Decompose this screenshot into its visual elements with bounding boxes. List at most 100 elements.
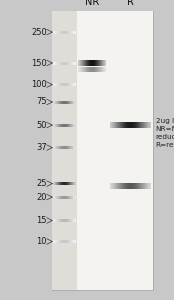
Bar bbox=[103, 60, 104, 66]
Bar bbox=[56, 196, 57, 199]
Bar bbox=[146, 183, 147, 189]
Bar bbox=[58, 182, 59, 185]
Bar bbox=[135, 122, 136, 128]
Bar bbox=[117, 122, 118, 128]
Bar bbox=[70, 31, 71, 34]
Text: 37: 37 bbox=[36, 143, 47, 152]
Text: 75: 75 bbox=[36, 98, 47, 106]
Bar bbox=[67, 182, 68, 185]
Bar bbox=[143, 122, 144, 128]
Text: NR: NR bbox=[85, 0, 99, 7]
Bar bbox=[68, 61, 69, 64]
Bar bbox=[75, 196, 76, 199]
Bar bbox=[84, 67, 85, 72]
Bar bbox=[73, 240, 74, 243]
Bar bbox=[58, 61, 59, 64]
Bar bbox=[70, 83, 71, 86]
Bar bbox=[53, 83, 54, 86]
Bar bbox=[67, 31, 68, 34]
Bar bbox=[116, 183, 117, 189]
Bar bbox=[64, 219, 65, 222]
Bar bbox=[59, 219, 60, 222]
Bar bbox=[103, 67, 104, 72]
Bar bbox=[89, 60, 90, 66]
Bar bbox=[70, 124, 71, 127]
Bar bbox=[144, 122, 145, 128]
Bar bbox=[64, 83, 65, 86]
Bar bbox=[80, 60, 81, 66]
Bar bbox=[53, 182, 54, 185]
Bar bbox=[92, 67, 93, 72]
Bar bbox=[127, 122, 128, 128]
Bar bbox=[55, 219, 56, 222]
Bar bbox=[149, 122, 150, 128]
Bar bbox=[105, 60, 106, 66]
Bar bbox=[64, 182, 65, 185]
Bar bbox=[120, 183, 121, 189]
Bar bbox=[60, 83, 61, 86]
Bar bbox=[63, 219, 64, 222]
Bar bbox=[58, 146, 59, 149]
Text: 25: 25 bbox=[37, 179, 47, 188]
Bar bbox=[54, 182, 55, 185]
Bar bbox=[61, 31, 62, 34]
Bar bbox=[69, 61, 70, 64]
Bar bbox=[141, 122, 142, 128]
Bar bbox=[57, 83, 58, 86]
Bar bbox=[131, 122, 132, 128]
Text: 250: 250 bbox=[31, 28, 47, 37]
Bar bbox=[130, 122, 131, 128]
Bar bbox=[75, 100, 76, 103]
Bar bbox=[55, 182, 56, 185]
Bar bbox=[57, 100, 58, 103]
Bar bbox=[66, 124, 67, 127]
Bar bbox=[71, 100, 72, 103]
Bar bbox=[71, 146, 72, 149]
Bar bbox=[71, 31, 72, 34]
Bar bbox=[54, 61, 55, 64]
Bar bbox=[129, 122, 130, 128]
Bar bbox=[53, 61, 54, 64]
Bar bbox=[74, 182, 75, 185]
Bar bbox=[72, 61, 73, 64]
Bar bbox=[52, 11, 77, 290]
Bar bbox=[134, 183, 135, 189]
Bar bbox=[73, 100, 74, 103]
Bar bbox=[65, 100, 66, 103]
Bar bbox=[73, 219, 74, 222]
Bar bbox=[87, 67, 88, 72]
Bar bbox=[95, 60, 96, 66]
Bar bbox=[82, 67, 83, 72]
Bar bbox=[68, 100, 69, 103]
Bar bbox=[94, 67, 95, 72]
Bar bbox=[68, 240, 69, 243]
Bar bbox=[62, 124, 63, 127]
Bar bbox=[86, 60, 87, 66]
Bar bbox=[150, 183, 151, 189]
Bar bbox=[62, 100, 63, 103]
Bar bbox=[54, 31, 55, 34]
Bar bbox=[72, 83, 73, 86]
Bar bbox=[61, 219, 62, 222]
Bar bbox=[65, 240, 66, 243]
Bar bbox=[69, 182, 70, 185]
Bar bbox=[74, 124, 75, 127]
Bar bbox=[132, 122, 133, 128]
Bar bbox=[58, 196, 59, 199]
Bar bbox=[70, 61, 71, 64]
Bar bbox=[60, 219, 61, 222]
Bar bbox=[141, 183, 142, 189]
Bar bbox=[66, 146, 67, 149]
Bar bbox=[56, 61, 57, 64]
Bar bbox=[59, 31, 60, 34]
Bar bbox=[121, 183, 122, 189]
Bar bbox=[59, 83, 60, 86]
Bar bbox=[110, 122, 111, 128]
Bar bbox=[58, 124, 59, 127]
Bar bbox=[68, 196, 69, 199]
Text: 10: 10 bbox=[37, 237, 47, 246]
Bar bbox=[68, 146, 69, 149]
Bar bbox=[74, 146, 75, 149]
Bar bbox=[53, 124, 54, 127]
Bar bbox=[100, 60, 101, 66]
